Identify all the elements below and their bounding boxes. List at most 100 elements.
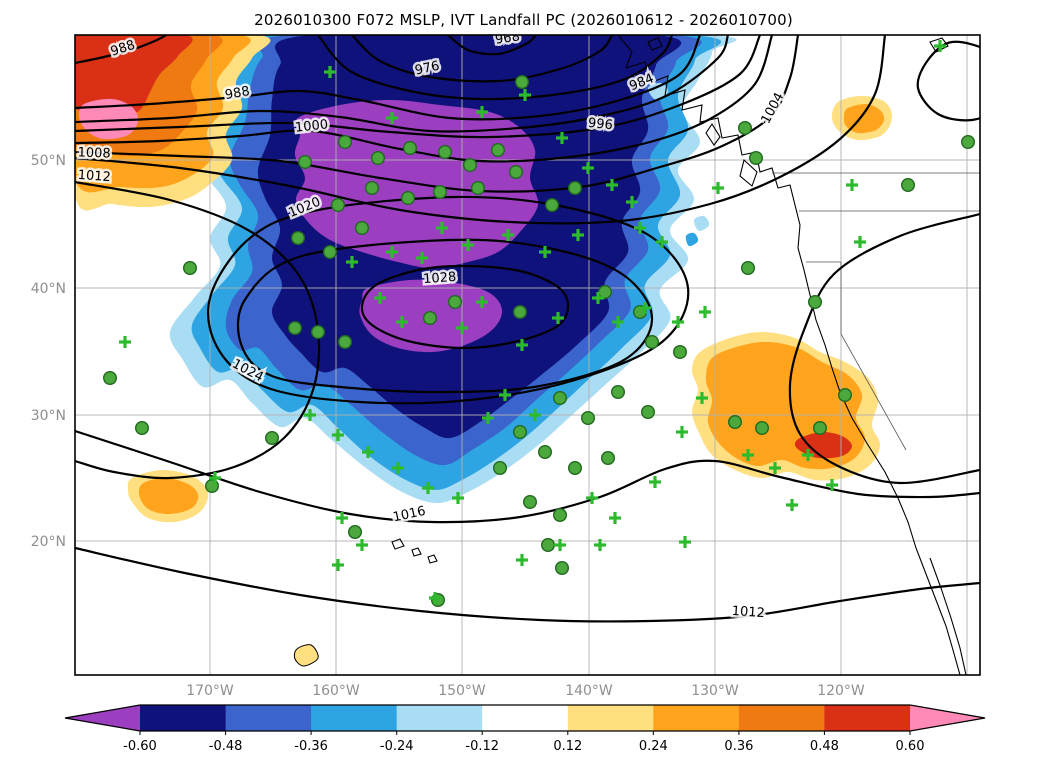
landfall-plus-marker bbox=[462, 239, 474, 251]
landfall-circle-marker bbox=[448, 295, 463, 310]
filled-region-sky_blue bbox=[685, 232, 699, 247]
colorbar-tick-label: 0.12 bbox=[553, 739, 582, 754]
coastline bbox=[411, 547, 422, 557]
state-border bbox=[840, 262, 907, 451]
landfall-circle-marker bbox=[134, 421, 149, 436]
landfall-circle-marker bbox=[515, 74, 530, 89]
landfall-plus-marker bbox=[396, 316, 408, 328]
colorbar-cell bbox=[311, 705, 398, 731]
coastlines bbox=[391, 35, 980, 675]
landfall-plus-marker bbox=[769, 462, 781, 474]
landfall-circle-marker bbox=[365, 180, 380, 195]
isobar-1016 bbox=[75, 429, 980, 524]
landfall-circle-marker bbox=[463, 157, 478, 172]
isobar-label: 1008 bbox=[992, 74, 1013, 109]
isobar-label: 996 bbox=[587, 116, 613, 134]
lon-tick-label: 170°W bbox=[186, 683, 234, 699]
landfall-circle-marker bbox=[401, 190, 416, 205]
colorbar-tick-label: -0.12 bbox=[465, 739, 499, 754]
landfall-plus-marker bbox=[332, 429, 344, 441]
landfall-circle-marker bbox=[838, 388, 853, 403]
landfall-plus-marker bbox=[552, 312, 564, 324]
landfall-circle-marker bbox=[471, 180, 486, 195]
landfall-plus-marker bbox=[332, 559, 344, 571]
colorbar-right-arrow bbox=[910, 705, 985, 731]
landfall-plus-marker bbox=[699, 306, 711, 318]
coastline bbox=[617, 35, 961, 675]
landfall-plus-marker bbox=[634, 222, 646, 234]
landfall-circle-marker bbox=[371, 150, 386, 165]
landfall-circle-marker bbox=[738, 120, 753, 135]
lat-tick-label: 40°N bbox=[31, 281, 66, 297]
landfall-circle-marker bbox=[601, 451, 616, 466]
landfall-circle-marker bbox=[509, 164, 524, 179]
landfall-circle-marker bbox=[568, 180, 583, 195]
colorbar-cell bbox=[653, 705, 740, 731]
landfall-circle-marker bbox=[323, 244, 338, 259]
landfall-plus-marker bbox=[582, 162, 594, 174]
lat-tick-label: 20°N bbox=[31, 534, 66, 550]
landfall-plus-marker bbox=[362, 446, 374, 458]
landfall-plus-marker bbox=[676, 426, 688, 438]
isobar-label: 1000 bbox=[294, 117, 328, 135]
landfall-plus-marker bbox=[456, 322, 468, 334]
landfall-plus-marker bbox=[609, 512, 621, 524]
landfall-plus-marker bbox=[672, 316, 684, 328]
landfall-circle-marker bbox=[182, 261, 197, 276]
landfall-plus-marker bbox=[386, 112, 398, 124]
landfall-circle-marker bbox=[645, 335, 660, 350]
landfall-circle-marker bbox=[749, 150, 764, 165]
gridlines bbox=[75, 35, 980, 675]
landfall-plus-marker bbox=[712, 182, 724, 194]
isobar-976 bbox=[350, 35, 614, 83]
landfall-circle-marker bbox=[568, 461, 583, 476]
landfall-plus-marker bbox=[606, 179, 618, 191]
isobar-968 bbox=[446, 35, 538, 56]
isobar bbox=[75, 35, 730, 133]
isobar-1012 bbox=[75, 546, 980, 623]
colorbar: -0.60 -0.48 -0.36 -0.24 -0.12 0.12 0.24 0.36 0.4… bbox=[64, 704, 986, 754]
landfall-circle-marker bbox=[433, 184, 448, 199]
landfall-circle-marker bbox=[311, 325, 326, 340]
filled-region-red bbox=[75, 35, 193, 119]
colorbar-cell bbox=[396, 705, 483, 731]
colorbar-cell bbox=[482, 705, 569, 731]
isobar-1012 bbox=[75, 180, 321, 480]
axis-labels: 50°N 40°N 30°N 20°N 170°W 160°W 150°W 140°W 130°… bbox=[31, 153, 865, 699]
landfall-plus-marker bbox=[336, 512, 348, 524]
landfall-plus-marker bbox=[422, 482, 434, 494]
coastline bbox=[929, 557, 967, 675]
landfall-plus-marker bbox=[519, 89, 531, 101]
landfall-circle-marker bbox=[545, 197, 560, 212]
landfall-circle-marker bbox=[755, 421, 770, 436]
lon-tick-label: 140°W bbox=[565, 683, 613, 699]
landfall-circle-marker bbox=[523, 495, 538, 510]
landfall-circle-marker bbox=[438, 144, 453, 159]
landfall-plus-marker bbox=[502, 229, 514, 241]
landfall-plus-marker bbox=[586, 492, 598, 504]
landfall-circle-marker bbox=[403, 140, 418, 155]
landfall-plus-marker bbox=[324, 66, 336, 78]
landfall-circle-marker bbox=[338, 134, 353, 149]
landfall-plus-marker bbox=[304, 409, 316, 421]
landfall-circle-marker bbox=[538, 445, 553, 460]
isobar-label: 1028 bbox=[423, 270, 457, 287]
landfall-plus-marker bbox=[209, 472, 221, 484]
landfall-circle-marker bbox=[553, 391, 568, 406]
landfall-plus-marker bbox=[482, 412, 494, 424]
colorbar-cell bbox=[738, 705, 825, 731]
isobar-label: 1012 bbox=[731, 604, 765, 621]
landfall-plus-marker bbox=[649, 476, 661, 488]
landfall-plus-marker bbox=[476, 296, 488, 308]
landfall-circle-marker bbox=[331, 197, 346, 212]
lat-tick-label: 50°N bbox=[31, 153, 66, 169]
landfall-circle-marker bbox=[555, 561, 570, 576]
filled-region-pale_blue bbox=[693, 215, 710, 232]
landfall-plus-marker bbox=[386, 246, 398, 258]
landfall-plus-marker bbox=[786, 499, 798, 511]
landfall-plus-marker bbox=[416, 252, 428, 264]
landfall-circle-marker bbox=[291, 230, 306, 245]
lat-tick-label: 30°N bbox=[31, 408, 66, 424]
landfall-plus-marker bbox=[572, 229, 584, 241]
